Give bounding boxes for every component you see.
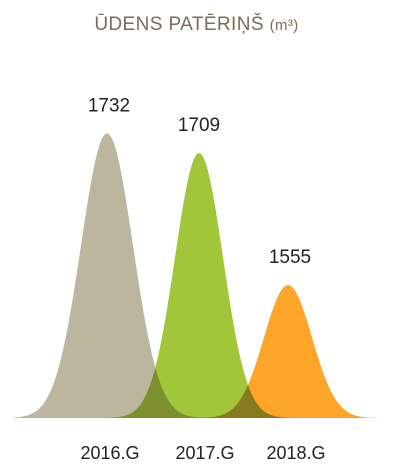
chart-title-unit: (m³)	[269, 17, 299, 34]
series-area-2016-g	[14, 133, 390, 418]
chart-title-text: ŪDENS PATĒRIŅŠ	[94, 14, 264, 35]
data-label-2017-g: 1709	[178, 115, 220, 136]
x-tick-label-2016-g: 2016.G	[80, 443, 139, 463]
chart-title: ŪDENS PATĒRIŅŠ (m³)	[0, 14, 393, 36]
data-label-2018-g: 1555	[269, 247, 311, 268]
series-area-2018-g	[14, 285, 390, 418]
x-tick-label-2017-g: 2017.G	[175, 443, 234, 463]
series-area-2017-g	[14, 153, 390, 418]
x-tick-label-2018-g: 2018.G	[266, 443, 325, 463]
data-label-2016-g: 1732	[88, 95, 130, 116]
